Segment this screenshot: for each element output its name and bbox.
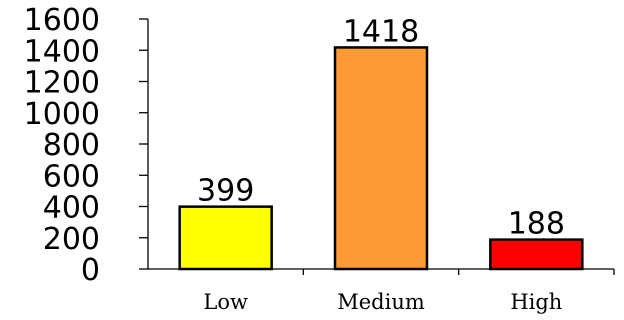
data-label: 1418 (343, 14, 419, 49)
bar-high (489, 238, 584, 271)
x-axis (148, 268, 615, 275)
y-tick-label: 600 (43, 159, 100, 194)
y-axis (139, 18, 149, 270)
bar-medium (333, 46, 429, 271)
data-labels: 399 1418 188 (197, 14, 565, 241)
x-tick-label: High (510, 290, 562, 314)
y-tick-label: 800 (43, 128, 100, 163)
x-axis-ticks (302, 269, 615, 275)
y-tick-label: 200 (43, 222, 100, 257)
y-tick-label: 1400 (24, 34, 100, 69)
data-label: 399 (197, 174, 254, 209)
data-label: 188 (508, 207, 565, 242)
y-tick-label: 1200 (24, 66, 100, 101)
y-axis-ticks (139, 18, 148, 270)
y-tick-label: 1600 (24, 3, 100, 38)
y-tick-label: 0 (81, 253, 100, 288)
y-tick-label: 1000 (24, 97, 100, 132)
x-tick-label: Low (203, 290, 248, 314)
x-tick-label: Medium (337, 290, 425, 314)
y-tick-label: 400 (43, 191, 100, 226)
bar-low (178, 205, 273, 271)
x-axis-tick-labels: Low Medium High (203, 290, 562, 314)
